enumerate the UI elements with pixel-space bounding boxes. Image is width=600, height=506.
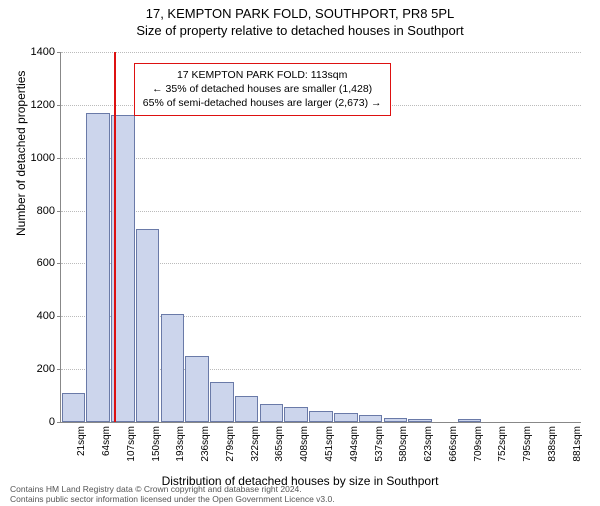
y-tick-mark (57, 158, 61, 159)
y-tick-label: 200 (15, 363, 55, 375)
grid-line (61, 211, 581, 212)
annotation-line: ← 35% of detached houses are smaller (1,… (143, 82, 382, 96)
y-tick-label: 800 (15, 205, 55, 217)
annotation-line: 65% of semi-detached houses are larger (… (143, 96, 382, 110)
bar (458, 419, 482, 422)
y-tick-label: 1200 (15, 99, 55, 111)
y-tick-mark (57, 422, 61, 423)
chart-area: 020040060080010001200140021sqm64sqm107sq… (60, 52, 580, 422)
x-tick-label: 21sqm (76, 426, 87, 456)
x-tick-label: 193sqm (175, 426, 186, 462)
page-subtitle: Size of property relative to detached ho… (0, 23, 600, 38)
y-tick-mark (57, 105, 61, 106)
y-tick-mark (57, 263, 61, 264)
bar (284, 407, 308, 422)
footer-line-2: Contains public sector information licen… (10, 495, 335, 504)
reference-line (114, 52, 116, 422)
bar (235, 396, 259, 422)
plot-area: 020040060080010001200140021sqm64sqm107sq… (60, 52, 581, 423)
x-tick-label: 580sqm (398, 426, 409, 462)
x-tick-label: 494sqm (349, 426, 360, 462)
y-tick-mark (57, 369, 61, 370)
y-tick-label: 600 (15, 257, 55, 269)
annotation-box: 17 KEMPTON PARK FOLD: 113sqm← 35% of det… (134, 63, 391, 116)
x-tick-label: 795sqm (522, 426, 533, 462)
bar (309, 411, 333, 422)
y-tick-label: 400 (15, 310, 55, 322)
x-tick-label: 365sqm (274, 426, 285, 462)
y-tick-mark (57, 52, 61, 53)
x-tick-label: 322sqm (250, 426, 261, 462)
x-tick-label: 150sqm (151, 426, 162, 462)
x-tick-label: 752sqm (497, 426, 508, 462)
x-tick-label: 537sqm (374, 426, 385, 462)
bar (359, 415, 383, 422)
y-tick-mark (57, 211, 61, 212)
x-tick-label: 881sqm (572, 426, 583, 462)
page-title: 17, KEMPTON PARK FOLD, SOUTHPORT, PR8 5P… (0, 6, 600, 21)
grid-line (61, 158, 581, 159)
x-tick-label: 64sqm (101, 426, 112, 456)
annotation-line: 17 KEMPTON PARK FOLD: 113sqm (143, 68, 382, 82)
x-tick-label: 838sqm (547, 426, 558, 462)
y-tick-label: 1400 (15, 46, 55, 58)
y-tick-label: 0 (15, 416, 55, 428)
bar (408, 419, 432, 422)
bar (384, 418, 408, 422)
x-tick-label: 451sqm (324, 426, 335, 462)
footer-attribution: Contains HM Land Registry data © Crown c… (10, 485, 335, 504)
bar (334, 413, 358, 422)
x-tick-label: 107sqm (126, 426, 137, 462)
bar (185, 356, 209, 422)
bar (260, 404, 284, 423)
y-tick-mark (57, 316, 61, 317)
bar (62, 393, 86, 422)
x-tick-label: 623sqm (423, 426, 434, 462)
bar (136, 229, 160, 422)
x-tick-label: 408sqm (299, 426, 310, 462)
x-tick-label: 279sqm (225, 426, 236, 462)
bar (161, 314, 185, 422)
x-tick-label: 236sqm (200, 426, 211, 462)
bar (210, 382, 234, 422)
x-tick-label: 666sqm (448, 426, 459, 462)
grid-line (61, 52, 581, 53)
bar (86, 113, 110, 422)
x-tick-label: 709sqm (473, 426, 484, 462)
y-tick-label: 1000 (15, 152, 55, 164)
